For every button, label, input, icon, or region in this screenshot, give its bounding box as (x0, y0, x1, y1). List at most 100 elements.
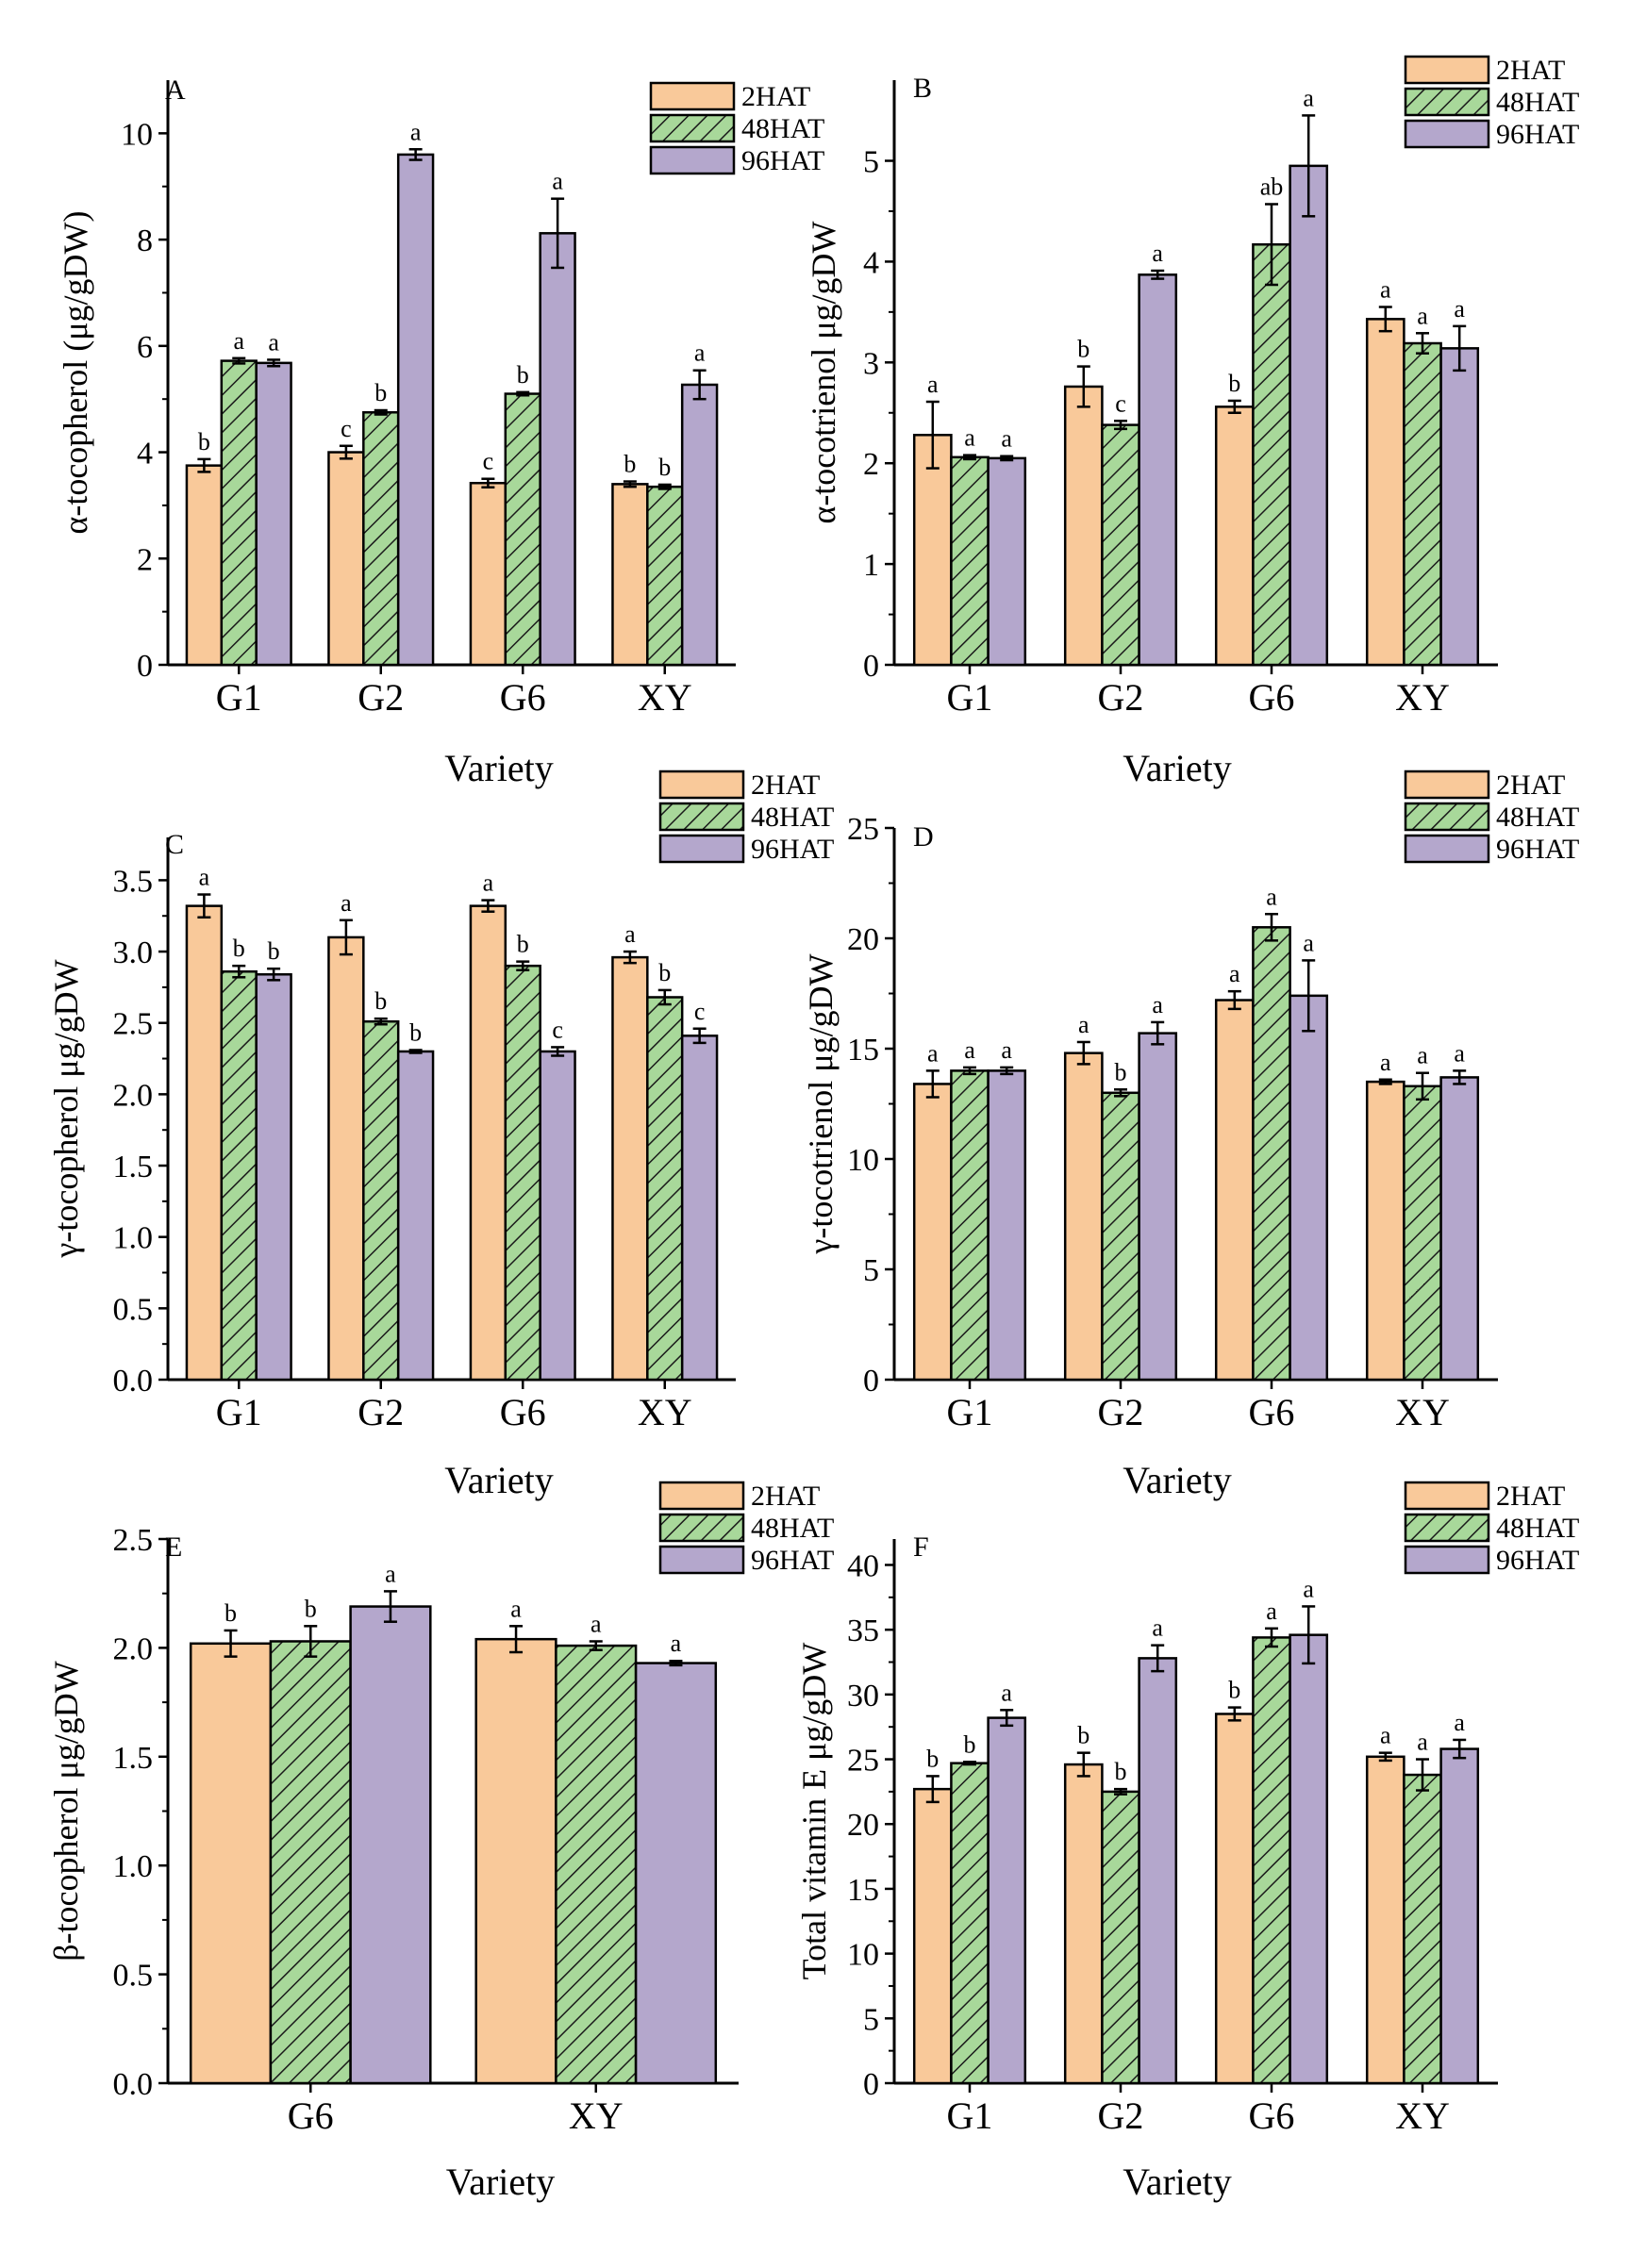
significance-letter: a (510, 1595, 522, 1622)
significance-letter: a (1152, 240, 1163, 267)
bar-96hat-g1 (987, 456, 1027, 667)
significance-letter: a (1380, 276, 1391, 304)
bar-96hat-g1 (255, 973, 292, 1382)
y-tick-label: 3.5 (113, 864, 154, 899)
significance-letter: a (1001, 425, 1012, 453)
bar-2hat-g2 (1063, 1051, 1104, 1382)
legend-swatch-2hat (658, 1481, 745, 1511)
y-tick-label: 0 (863, 2067, 879, 2102)
x-tick-label: G1 (947, 676, 993, 719)
y-tick-label: 30 (847, 1679, 879, 1713)
y-axis-label: α-tocotrienol μg/gDW (805, 221, 842, 523)
significance-letter: b (1077, 1722, 1089, 1749)
significance-letter: b (517, 931, 529, 958)
y-tick-label: 10 (847, 1938, 879, 1973)
significance-letter: c (694, 998, 706, 1025)
x-tick-label: G1 (216, 676, 262, 719)
legend-label: 2HAT (751, 770, 820, 801)
x-axis-label: Variety (446, 2160, 556, 2203)
legend-swatch-2hat (1404, 770, 1490, 800)
legend-label: 2HAT (751, 1481, 820, 1512)
bar-48hat-g6 (504, 392, 541, 667)
significance-letter: b (624, 451, 636, 478)
significance-letter: b (305, 1595, 317, 1622)
significance-letter: b (198, 428, 210, 455)
legend-label: 48HAT (1496, 87, 1579, 118)
x-tick-label: G2 (1098, 676, 1144, 719)
significance-letter: a (199, 864, 210, 891)
bar-48hat-xy (646, 485, 684, 667)
y-axis-label: Total vitamin E μg/gDW (795, 1643, 833, 1980)
bar-48hat-g6 (504, 964, 541, 1382)
y-tick-label: 15 (847, 1873, 879, 1908)
bar-2hat-xy (1365, 1755, 1405, 2085)
y-axis-label: β-tocopherol μg/gDW (47, 1661, 85, 1962)
significance-letter: a (1454, 1039, 1465, 1067)
chart-panel-e: 0.0 0.5 1.0 1.5 2.0 2.5 G6 b b a XY a a a Eβ-tocophero… (47, 1481, 834, 2203)
y-tick-label: 4 (137, 437, 153, 472)
x-tick-label: G2 (1098, 2094, 1144, 2137)
significance-letter: a (1001, 1036, 1012, 1064)
bar-96hat-g2 (1138, 1032, 1178, 1382)
x-tick-label: G1 (947, 1391, 993, 1433)
y-tick-label: 0 (863, 649, 879, 684)
legend-swatch-96hat (1404, 834, 1490, 864)
significance-letter: a (1380, 1049, 1391, 1076)
significance-letter: b (964, 1730, 976, 1758)
bar-2hat-g1 (912, 1083, 953, 1382)
x-tick-label: G6 (500, 1391, 546, 1433)
bar-96hat-g6 (539, 232, 576, 667)
panel-label: A (165, 74, 186, 106)
y-tick-label: 20 (847, 1808, 879, 1843)
significance-letter: a (268, 328, 279, 356)
bar-48hat-g6 (1252, 926, 1291, 1382)
bar-48hat-g2 (362, 1019, 400, 1382)
x-axis-label: Variety (1123, 2160, 1232, 2203)
bar-48hat-g6 (1252, 1636, 1291, 2085)
bar-96hat-xy (634, 1662, 718, 2085)
significance-letter: b (1077, 336, 1089, 363)
legend-swatch-48hat (1404, 1513, 1490, 1543)
bar-48hat-xy (555, 1644, 638, 2085)
bar-48hat-g2 (1101, 1091, 1140, 1382)
y-tick-label: 25 (847, 812, 879, 847)
significance-letter: a (1417, 302, 1428, 329)
legend-label: 96HAT (1496, 1545, 1579, 1576)
x-tick-label: XY (638, 676, 692, 719)
bar-96hat-g6 (1289, 994, 1329, 1382)
significance-letter: b (233, 935, 245, 962)
bar-2hat-g2 (327, 451, 365, 667)
significance-letter: b (374, 379, 387, 406)
x-tick-label: G2 (358, 1391, 404, 1433)
legend-label: 2HAT (1496, 55, 1565, 86)
significance-letter: a (1303, 1575, 1314, 1602)
legend-swatch-2hat (658, 770, 745, 800)
y-tick-label: 1.5 (113, 1150, 154, 1184)
y-tick-label: 2.0 (113, 1078, 154, 1113)
bar-96hat-xy (1439, 1076, 1480, 1382)
significance-letter: c (1115, 389, 1126, 417)
bar-96hat-xy (680, 383, 719, 667)
bar-2hat-xy (611, 955, 649, 1382)
y-tick-label: 2.5 (113, 1007, 154, 1042)
legend-label: 48HAT (1496, 1513, 1579, 1544)
y-tick-label: 1 (863, 548, 879, 583)
significance-letter: a (385, 1560, 396, 1587)
x-tick-label: G6 (288, 2094, 334, 2137)
bar-2hat-g6 (469, 481, 507, 667)
significance-letter: b (1115, 1058, 1127, 1085)
legend-label: 48HAT (1496, 802, 1579, 833)
bar-2hat-xy (1365, 1080, 1405, 1382)
bar-48hat-g2 (1101, 1790, 1140, 2085)
bar-96hat-g1 (987, 1716, 1027, 2085)
x-tick-label: G6 (1249, 2094, 1295, 2137)
y-tick-label: 0.5 (113, 1292, 154, 1327)
legend-label: 96HAT (1496, 834, 1579, 865)
legend-label: 96HAT (1496, 119, 1579, 150)
